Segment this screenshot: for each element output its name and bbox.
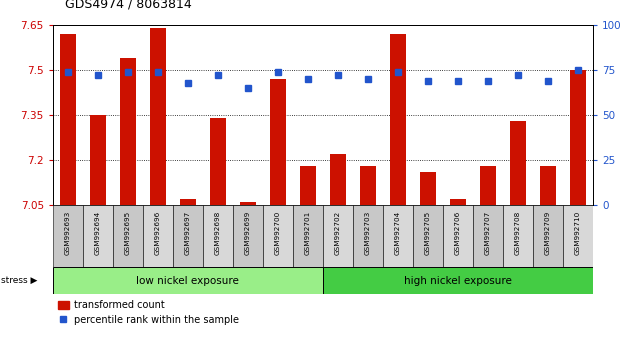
Bar [263,205,293,267]
Bar [473,205,503,267]
Text: GSM992694: GSM992694 [95,210,101,255]
Bar [563,205,593,267]
Text: GSM992709: GSM992709 [545,210,551,255]
Bar [540,166,556,205]
Bar [113,205,143,267]
Text: GSM992703: GSM992703 [365,210,371,255]
Bar [150,28,166,205]
Text: GSM992705: GSM992705 [425,210,431,255]
Bar [300,166,316,205]
Bar [210,118,226,205]
Legend: transformed count, percentile rank within the sample: transformed count, percentile rank withi… [58,301,239,325]
Text: GSM992698: GSM992698 [215,210,221,255]
Bar [120,58,136,205]
Bar [89,115,106,205]
Bar [143,205,173,267]
Text: GSM992710: GSM992710 [575,210,581,255]
Text: GSM992708: GSM992708 [515,210,521,255]
Text: GSM992706: GSM992706 [455,210,461,255]
Text: GSM992704: GSM992704 [395,210,401,255]
Text: stress ▶: stress ▶ [1,276,38,285]
Text: GSM992702: GSM992702 [335,210,341,255]
Text: GSM992699: GSM992699 [245,210,251,255]
Bar [173,205,203,267]
Bar [330,154,346,205]
Bar [293,205,323,267]
Text: GSM992696: GSM992696 [155,210,161,255]
Bar [53,267,323,294]
Bar [570,70,586,205]
Bar [53,205,83,267]
Bar [510,121,526,205]
Bar [353,205,383,267]
Bar [480,166,496,205]
Bar [323,205,353,267]
Bar [503,205,533,267]
Bar [323,267,593,294]
Text: GDS4974 / 8063814: GDS4974 / 8063814 [65,0,192,11]
Text: GSM992707: GSM992707 [485,210,491,255]
Bar [450,199,466,205]
Bar [270,79,286,205]
Bar [443,205,473,267]
Text: GSM992700: GSM992700 [275,210,281,255]
Bar [233,205,263,267]
Text: GSM992695: GSM992695 [125,210,131,255]
Bar [383,205,413,267]
Text: GSM992701: GSM992701 [305,210,311,255]
Bar [413,205,443,267]
Bar [240,202,256,205]
Bar [360,166,376,205]
Text: GSM992697: GSM992697 [185,210,191,255]
Text: high nickel exposure: high nickel exposure [404,275,512,286]
Bar [83,205,113,267]
Bar [203,205,233,267]
Bar [60,34,76,205]
Text: low nickel exposure: low nickel exposure [137,275,239,286]
Bar [420,172,436,205]
Bar [390,34,406,205]
Text: GSM992693: GSM992693 [65,210,71,255]
Bar [533,205,563,267]
Bar [179,199,196,205]
